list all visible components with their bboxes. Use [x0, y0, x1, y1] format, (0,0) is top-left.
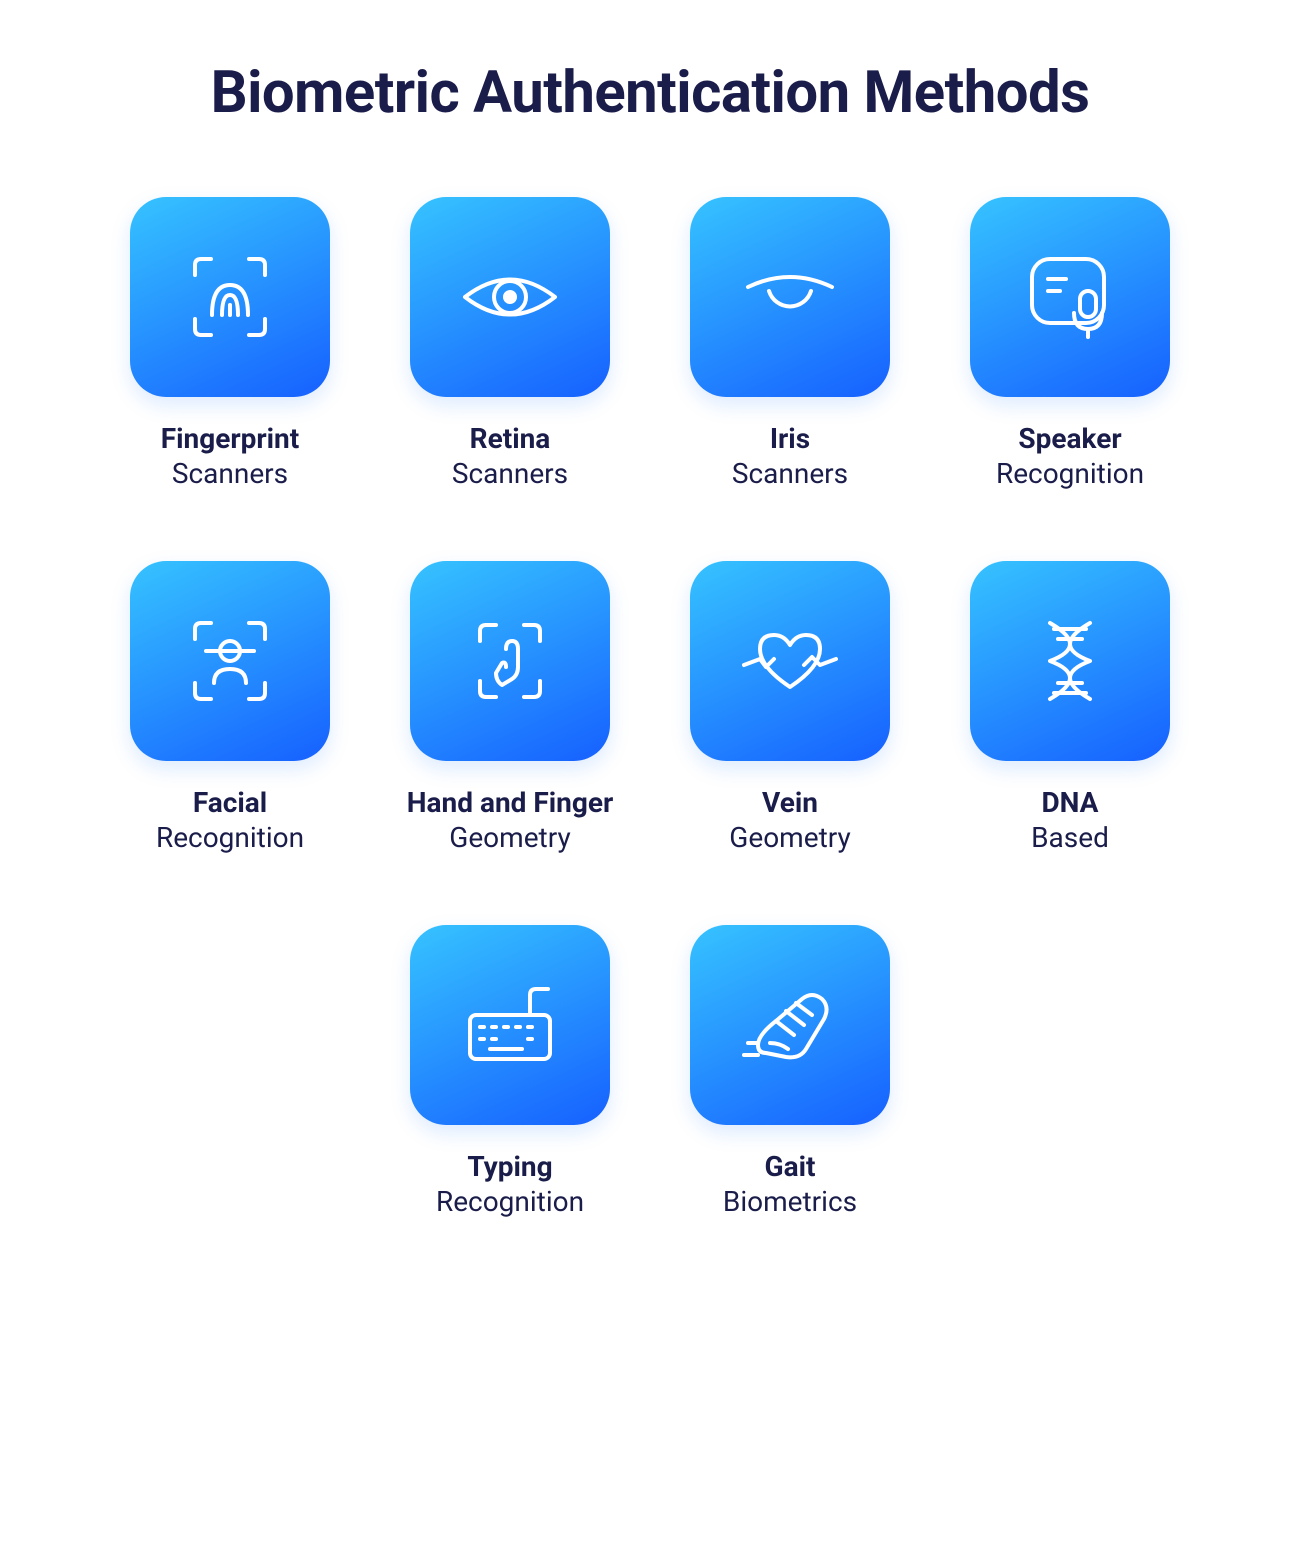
tile-retina — [410, 197, 610, 397]
methods-grid: Fingerprint Scanners Retina Scanners — [100, 197, 1200, 1219]
vein-icon — [730, 601, 850, 721]
label-bold: Vein — [729, 785, 850, 820]
label-dna: DNA Based — [1031, 785, 1109, 855]
retina-icon — [450, 237, 570, 357]
tile-typing — [410, 925, 610, 1125]
cell-gait: Gait Biometrics — [680, 925, 900, 1219]
typing-icon — [450, 965, 570, 1085]
label-light: Recognition — [436, 1184, 584, 1219]
label-gait: Gait Biometrics — [723, 1149, 857, 1219]
label-iris: Iris Scanners — [732, 421, 848, 491]
cell-dna: DNA Based — [960, 561, 1180, 855]
label-typing: Typing Recognition — [436, 1149, 584, 1219]
cell-fingerprint: Fingerprint Scanners — [120, 197, 340, 491]
iris-icon — [730, 237, 850, 357]
label-fingerprint: Fingerprint Scanners — [161, 421, 299, 491]
label-bold: Hand and Finger — [407, 785, 613, 820]
hand-icon — [450, 601, 570, 721]
speaker-icon — [1010, 237, 1130, 357]
label-bold: Iris — [732, 421, 848, 456]
label-retina: Retina Scanners — [452, 421, 568, 491]
label-bold: DNA — [1031, 785, 1109, 820]
cell-facial: Facial Recognition — [120, 561, 340, 855]
label-light: Scanners — [161, 456, 299, 491]
cell-typing: Typing Recognition — [400, 925, 620, 1219]
label-light: Scanners — [452, 456, 568, 491]
tile-vein — [690, 561, 890, 761]
dna-icon — [1010, 601, 1130, 721]
label-bold: Retina — [452, 421, 568, 456]
cell-iris: Iris Scanners — [680, 197, 900, 491]
row-0: Fingerprint Scanners Retina Scanners — [120, 197, 1180, 491]
tile-hand — [410, 561, 610, 761]
label-vein: Vein Geometry — [729, 785, 850, 855]
label-bold: Typing — [436, 1149, 584, 1184]
label-light: Geometry — [729, 820, 850, 855]
label-bold: Facial — [156, 785, 304, 820]
cell-hand: Hand and Finger Geometry — [400, 561, 620, 855]
facial-icon — [170, 601, 290, 721]
label-facial: Facial Recognition — [156, 785, 304, 855]
label-light: Based — [1031, 820, 1109, 855]
fingerprint-icon — [170, 237, 290, 357]
label-bold: Gait — [723, 1149, 857, 1184]
label-light: Recognition — [996, 456, 1144, 491]
label-speaker: Speaker Recognition — [996, 421, 1144, 491]
tile-speaker — [970, 197, 1170, 397]
page-title: Biometric Authentication Methods — [100, 60, 1200, 127]
label-light: Scanners — [732, 456, 848, 491]
label-hand: Hand and Finger Geometry — [407, 785, 613, 855]
row-1: Facial Recognition Hand and Finger Geome… — [120, 561, 1180, 855]
tile-dna — [970, 561, 1170, 761]
tile-fingerprint — [130, 197, 330, 397]
label-light: Biometrics — [723, 1184, 857, 1219]
label-light: Geometry — [407, 820, 613, 855]
tile-iris — [690, 197, 890, 397]
label-bold: Fingerprint — [161, 421, 299, 456]
tile-facial — [130, 561, 330, 761]
tile-gait — [690, 925, 890, 1125]
row-2: Typing Recognition Gait Biometrics — [400, 925, 900, 1219]
label-bold: Speaker — [996, 421, 1144, 456]
cell-speaker: Speaker Recognition — [960, 197, 1180, 491]
gait-icon — [730, 965, 850, 1085]
cell-retina: Retina Scanners — [400, 197, 620, 491]
label-light: Recognition — [156, 820, 304, 855]
cell-vein: Vein Geometry — [680, 561, 900, 855]
